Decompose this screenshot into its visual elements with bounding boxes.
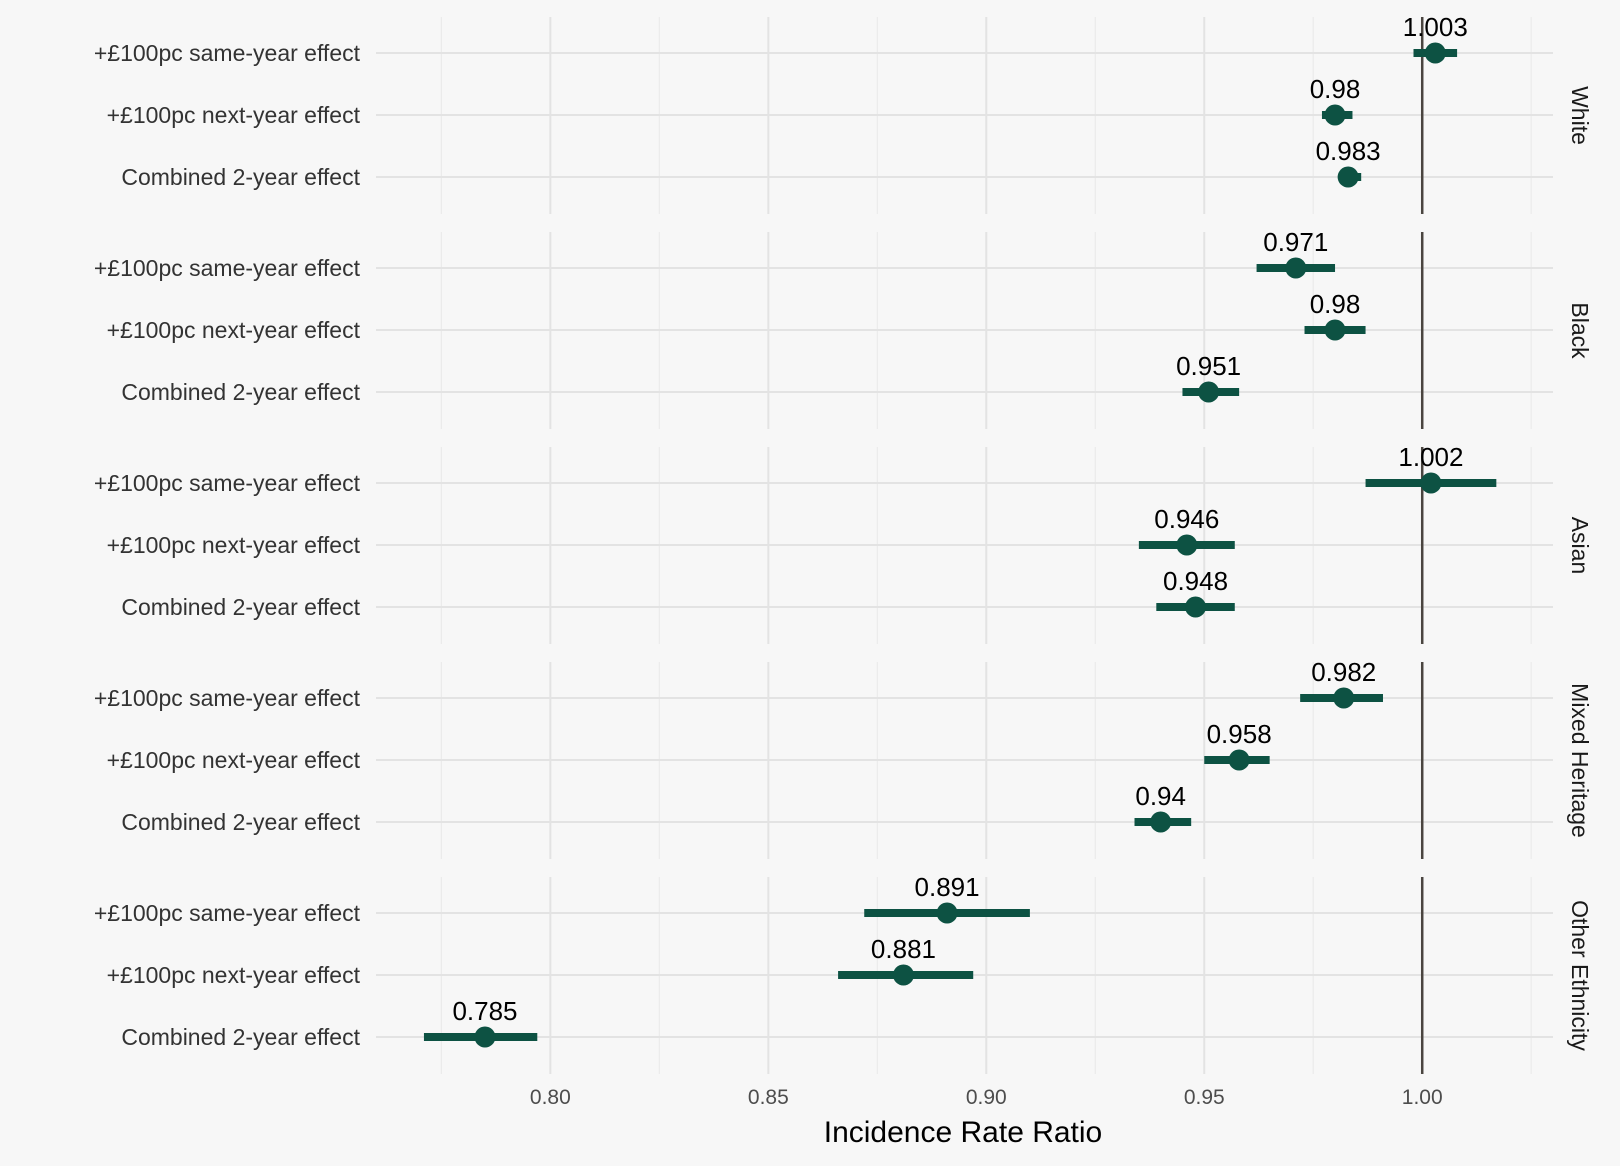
point-estimate: [1324, 104, 1346, 126]
x-tick-label: 0.90: [966, 1086, 1007, 1109]
label-layer: White +£100pc same-year effect 1.003 +£100p…: [94, 12, 1593, 1109]
point-estimate: [936, 902, 958, 924]
point-estimate: [1176, 534, 1198, 556]
x-tick-label: 0.85: [748, 1086, 789, 1109]
point-estimate: [1420, 472, 1442, 494]
row-label: +£100pc same-year effect: [94, 900, 361, 926]
facet-strip-label: Other Ethnicity: [1567, 900, 1593, 1051]
row-label: +£100pc same-year effect: [94, 685, 361, 711]
row-label: Combined 2-year effect: [121, 594, 360, 620]
row-label: Combined 2-year effect: [121, 164, 360, 190]
value-label: 0.946: [1154, 504, 1219, 534]
value-label: 0.94: [1135, 781, 1186, 811]
value-label: 0.785: [452, 996, 517, 1026]
value-label: 0.98: [1310, 74, 1361, 104]
point-estimate: [1324, 319, 1346, 341]
facet-strip-label: Asian: [1567, 517, 1593, 575]
point-estimate: [892, 964, 914, 986]
facet-strip-label: White: [1567, 86, 1593, 145]
row-label: +£100pc next-year effect: [107, 102, 361, 128]
point-estimate: [1198, 381, 1220, 403]
value-label: 0.951: [1176, 351, 1241, 381]
value-label: 0.982: [1311, 657, 1376, 687]
value-label: 1.003: [1403, 12, 1468, 42]
value-label: 0.983: [1316, 136, 1381, 166]
point-estimate: [1333, 687, 1355, 709]
row-label: +£100pc next-year effect: [107, 747, 361, 773]
value-label: 0.971: [1263, 227, 1328, 257]
point-estimate: [1285, 257, 1307, 279]
row-label: +£100pc same-year effect: [94, 40, 361, 66]
row-label: +£100pc next-year effect: [107, 532, 361, 558]
point-estimate: [474, 1026, 496, 1048]
value-label: 0.891: [915, 872, 980, 902]
row-label: Combined 2-year effect: [121, 1024, 360, 1050]
point-estimate: [1185, 596, 1207, 618]
row-label: +£100pc next-year effect: [107, 962, 361, 988]
row-label: +£100pc next-year effect: [107, 317, 361, 343]
row-label: +£100pc same-year effect: [94, 470, 361, 496]
value-label: 0.881: [871, 934, 936, 964]
row-label: Combined 2-year effect: [121, 809, 360, 835]
point-estimate: [1337, 166, 1359, 188]
facet-strip-label: Mixed Heritage: [1567, 683, 1593, 838]
value-label: 0.948: [1163, 566, 1228, 596]
x-axis-title: Incidence Rate Ratio: [824, 1116, 1103, 1149]
value-label: 1.002: [1398, 442, 1463, 472]
point-estimate: [1424, 42, 1446, 64]
x-tick-label: 0.95: [1184, 1086, 1225, 1109]
value-label: 0.958: [1207, 719, 1272, 749]
mark-layer: [423, 17, 1497, 1074]
x-tick-label: 0.80: [530, 1086, 571, 1109]
row-label: Combined 2-year effect: [121, 379, 360, 405]
point-estimate: [1150, 811, 1172, 833]
x-tick-label: 1.00: [1402, 1086, 1443, 1109]
value-label: 0.98: [1310, 289, 1361, 319]
row-label: +£100pc same-year effect: [94, 255, 361, 281]
facet-strip-label: Black: [1567, 302, 1593, 359]
point-estimate: [1228, 749, 1250, 771]
